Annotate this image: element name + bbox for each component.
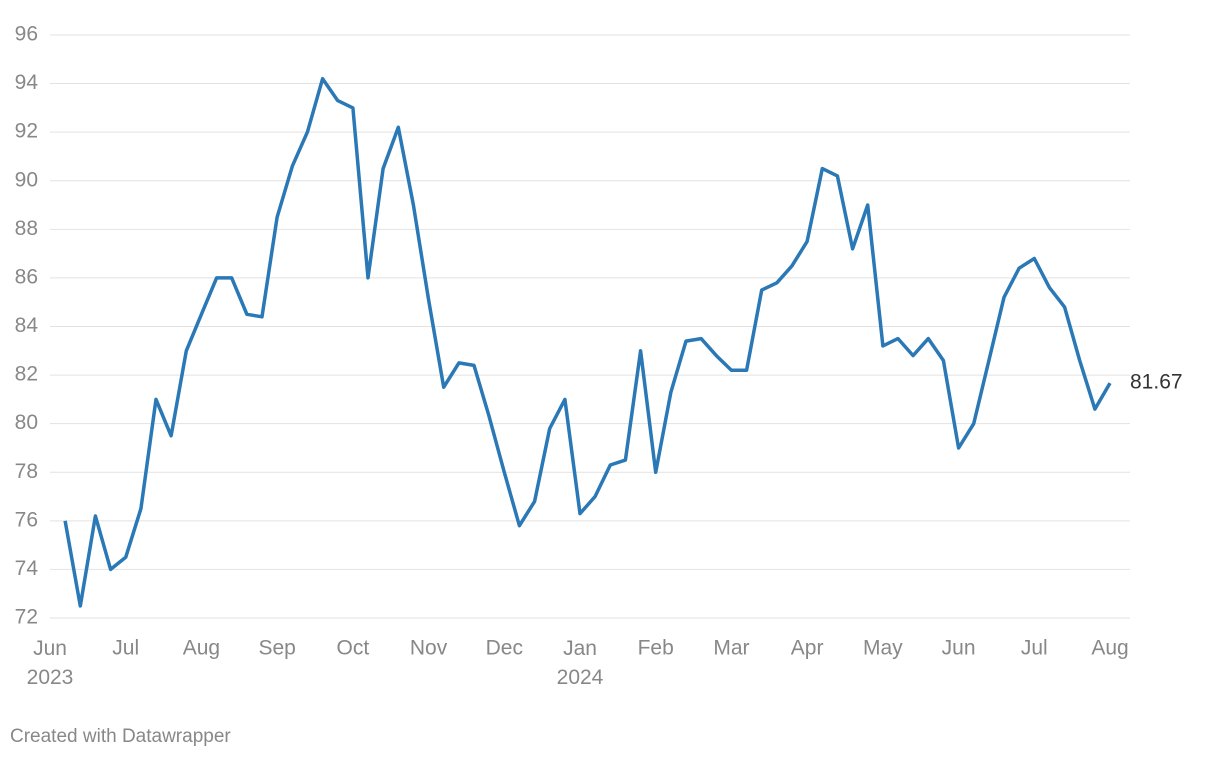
y-tick-label: 76 (15, 508, 38, 531)
y-tick-label: 74 (15, 557, 39, 580)
x-tick-label: Jun 2023 (27, 637, 74, 689)
x-tick-label: Aug (183, 637, 220, 660)
x-tick-label: Jul (1021, 637, 1048, 660)
y-tick-label: 92 (15, 120, 38, 143)
y-tick-label: 90 (15, 168, 38, 191)
credit: Created with Datawrapper (10, 726, 231, 747)
x-tick-label: Mar (713, 637, 749, 660)
x-tick-label: Aug (1091, 637, 1128, 660)
x-tick-label: Jan 2024 (557, 637, 604, 689)
x-tick-label: May (863, 637, 903, 660)
value-label: 81.67 (1130, 371, 1183, 394)
x-tick-label: Jun (942, 637, 976, 660)
x-tick-label: Dec (486, 637, 523, 660)
y-tick-label: 84 (15, 314, 39, 337)
y-tick-label: 88 (15, 217, 38, 240)
x-tick-label: Sep (258, 637, 295, 660)
y-tick-label: 78 (15, 460, 38, 483)
x-tick-label: Apr (791, 637, 824, 660)
y-tick-label: 82 (15, 363, 38, 386)
x-tick-label: Nov (410, 637, 448, 660)
y-tick-label: 94 (15, 71, 39, 94)
y-tick-label: 96 (15, 23, 38, 46)
x-tick-label: Jul (112, 637, 139, 660)
x-tick-label: Feb (638, 637, 674, 660)
y-tick-label: 86 (15, 265, 38, 288)
y-tick-label: 72 (15, 606, 38, 629)
line (63, 76, 1112, 608)
x-tick-label: Oct (337, 637, 370, 660)
y-tick-label: 80 (15, 411, 38, 434)
